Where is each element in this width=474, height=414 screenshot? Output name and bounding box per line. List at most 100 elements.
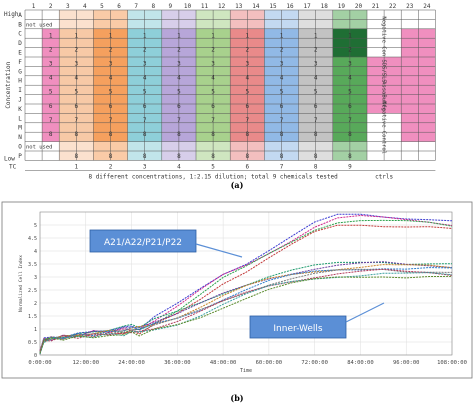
- well-conc-label: 4: [280, 75, 284, 82]
- well-conc-label: 8: [348, 131, 352, 138]
- row-letter: A: [18, 12, 22, 19]
- footer-ctrls: ctrls: [375, 173, 393, 180]
- well-conc-label: 3: [143, 60, 147, 67]
- well-conc-label: 3: [211, 60, 215, 67]
- well-conc-label: 8: [177, 153, 181, 160]
- col-number: 22: [389, 3, 397, 10]
- well-conc-label: 4: [211, 75, 215, 82]
- well-conc-label: 6: [177, 103, 181, 110]
- y-tick-label: 3.5: [28, 262, 37, 268]
- y-tick-label: 1: [34, 327, 37, 333]
- series-line: [39, 268, 453, 352]
- well-conc-label: 6: [109, 103, 113, 110]
- well-conc-label: 8: [211, 153, 215, 160]
- not-used-label: not used: [26, 145, 53, 151]
- col2-conc-label: 8: [49, 131, 53, 138]
- x-tick-label: 108:00:00: [437, 360, 467, 366]
- well-conc-label: 8: [74, 131, 78, 138]
- col-number: 8: [151, 3, 155, 10]
- row-letter: O: [18, 144, 22, 151]
- well-conc-label: 2: [348, 46, 352, 53]
- callout-box-top: [89, 229, 197, 253]
- y-tick-label: 2: [34, 301, 37, 307]
- well-conc-label: 8: [314, 131, 318, 138]
- well-conc-label: 6: [280, 103, 284, 110]
- well-conc-label: 5: [280, 89, 284, 96]
- row-letter: J: [18, 97, 22, 104]
- col-number: 21: [372, 3, 380, 10]
- well-conc-label: 6: [74, 103, 78, 110]
- col-number: 13: [235, 3, 243, 10]
- col2-conc-label: 3: [49, 60, 53, 67]
- well-conc-label: 5: [245, 89, 249, 96]
- well-conc-label: 1: [348, 32, 352, 39]
- well-conc-label: 1: [109, 32, 113, 39]
- well-conc-label: 8: [245, 131, 249, 138]
- well-conc-label: 3: [109, 60, 113, 67]
- chemical-number: 4: [177, 163, 181, 170]
- y-tick-label: 4.5: [28, 236, 37, 242]
- well-conc-label: 6: [314, 103, 318, 110]
- x-tick-label: 84:00:00: [347, 360, 374, 366]
- row-letter: G: [18, 68, 22, 75]
- col-number: 7: [134, 3, 138, 10]
- col-number: 6: [117, 3, 121, 10]
- col-number: 12: [218, 3, 226, 10]
- x-tick-label: 24:00:00: [118, 360, 145, 366]
- chemical-number: 8: [314, 163, 318, 170]
- well-conc-label: 4: [348, 75, 352, 82]
- x-tick-label: 72:00:00: [301, 360, 328, 366]
- well-conc-label: 5: [109, 89, 113, 96]
- row-letter: P: [18, 153, 22, 160]
- tc-label: TC: [9, 163, 17, 170]
- col2-conc-label: 2: [49, 46, 53, 53]
- col-number: 17: [304, 3, 312, 10]
- col2-conc-label: 6: [49, 103, 53, 110]
- col-number: 19: [338, 3, 346, 10]
- well-conc-label: 5: [211, 89, 215, 96]
- row-letter: F: [18, 59, 22, 66]
- well-conc-label: 4: [109, 75, 113, 82]
- col-number: 24: [423, 3, 431, 10]
- col2-conc-label: 7: [49, 117, 53, 124]
- panel-label-a: (a): [231, 180, 244, 190]
- series-line: [39, 275, 453, 354]
- col-number: 16: [286, 3, 294, 10]
- row-letter: M: [18, 125, 22, 132]
- col-number: 4: [83, 3, 87, 10]
- col2-conc-label: 1: [49, 32, 53, 39]
- well-conc-label: 8: [143, 153, 147, 160]
- col-number: 1: [32, 3, 36, 10]
- chemical-number: 9: [348, 163, 352, 170]
- row-axis-title: Concentration: [5, 61, 12, 108]
- control-label: SDS/SLS: [380, 60, 386, 83]
- control-label: AssaBuffe r: [380, 81, 386, 118]
- well-conc-label: 1: [280, 32, 284, 39]
- well-conc-label: 8: [211, 131, 215, 138]
- y-tick-label: 1.5: [28, 314, 37, 320]
- row-letter: L: [18, 115, 22, 122]
- well-conc-label: 8: [177, 131, 181, 138]
- row-letter: N: [18, 134, 22, 141]
- row-letter: I: [18, 87, 22, 94]
- x-tick-label: 12:00:00: [73, 360, 100, 366]
- callout-arrow-top: [195, 243, 243, 258]
- col-number: 15: [269, 3, 277, 10]
- plate-layout-figure: 1 2 3 4 5 6 7 8 9 10 11 12 13 14 15 16 17 18 19 20 21 22 23 24A…: [4, 3, 436, 190]
- row-letter: C: [18, 31, 22, 38]
- y-tick-label: 0.5: [28, 340, 37, 346]
- well-conc-label: 2: [314, 46, 318, 53]
- callout-bottom-label: Inner-Wells: [273, 324, 323, 334]
- row-letter: K: [18, 106, 22, 113]
- well-conc-label: 3: [74, 60, 78, 67]
- well-conc-label: 3: [177, 60, 181, 67]
- y-tick-label: 3: [34, 275, 37, 281]
- not-used-label: not used: [26, 22, 53, 28]
- well-conc-label: 7: [314, 117, 318, 124]
- col-number: 20: [355, 3, 363, 10]
- well-conc-label: 3: [280, 60, 284, 67]
- chemical-number: 3: [143, 163, 147, 170]
- chemical-number: 5: [211, 163, 215, 170]
- well-conc-label: 7: [143, 117, 147, 124]
- control-label: Negative Control: [380, 101, 386, 154]
